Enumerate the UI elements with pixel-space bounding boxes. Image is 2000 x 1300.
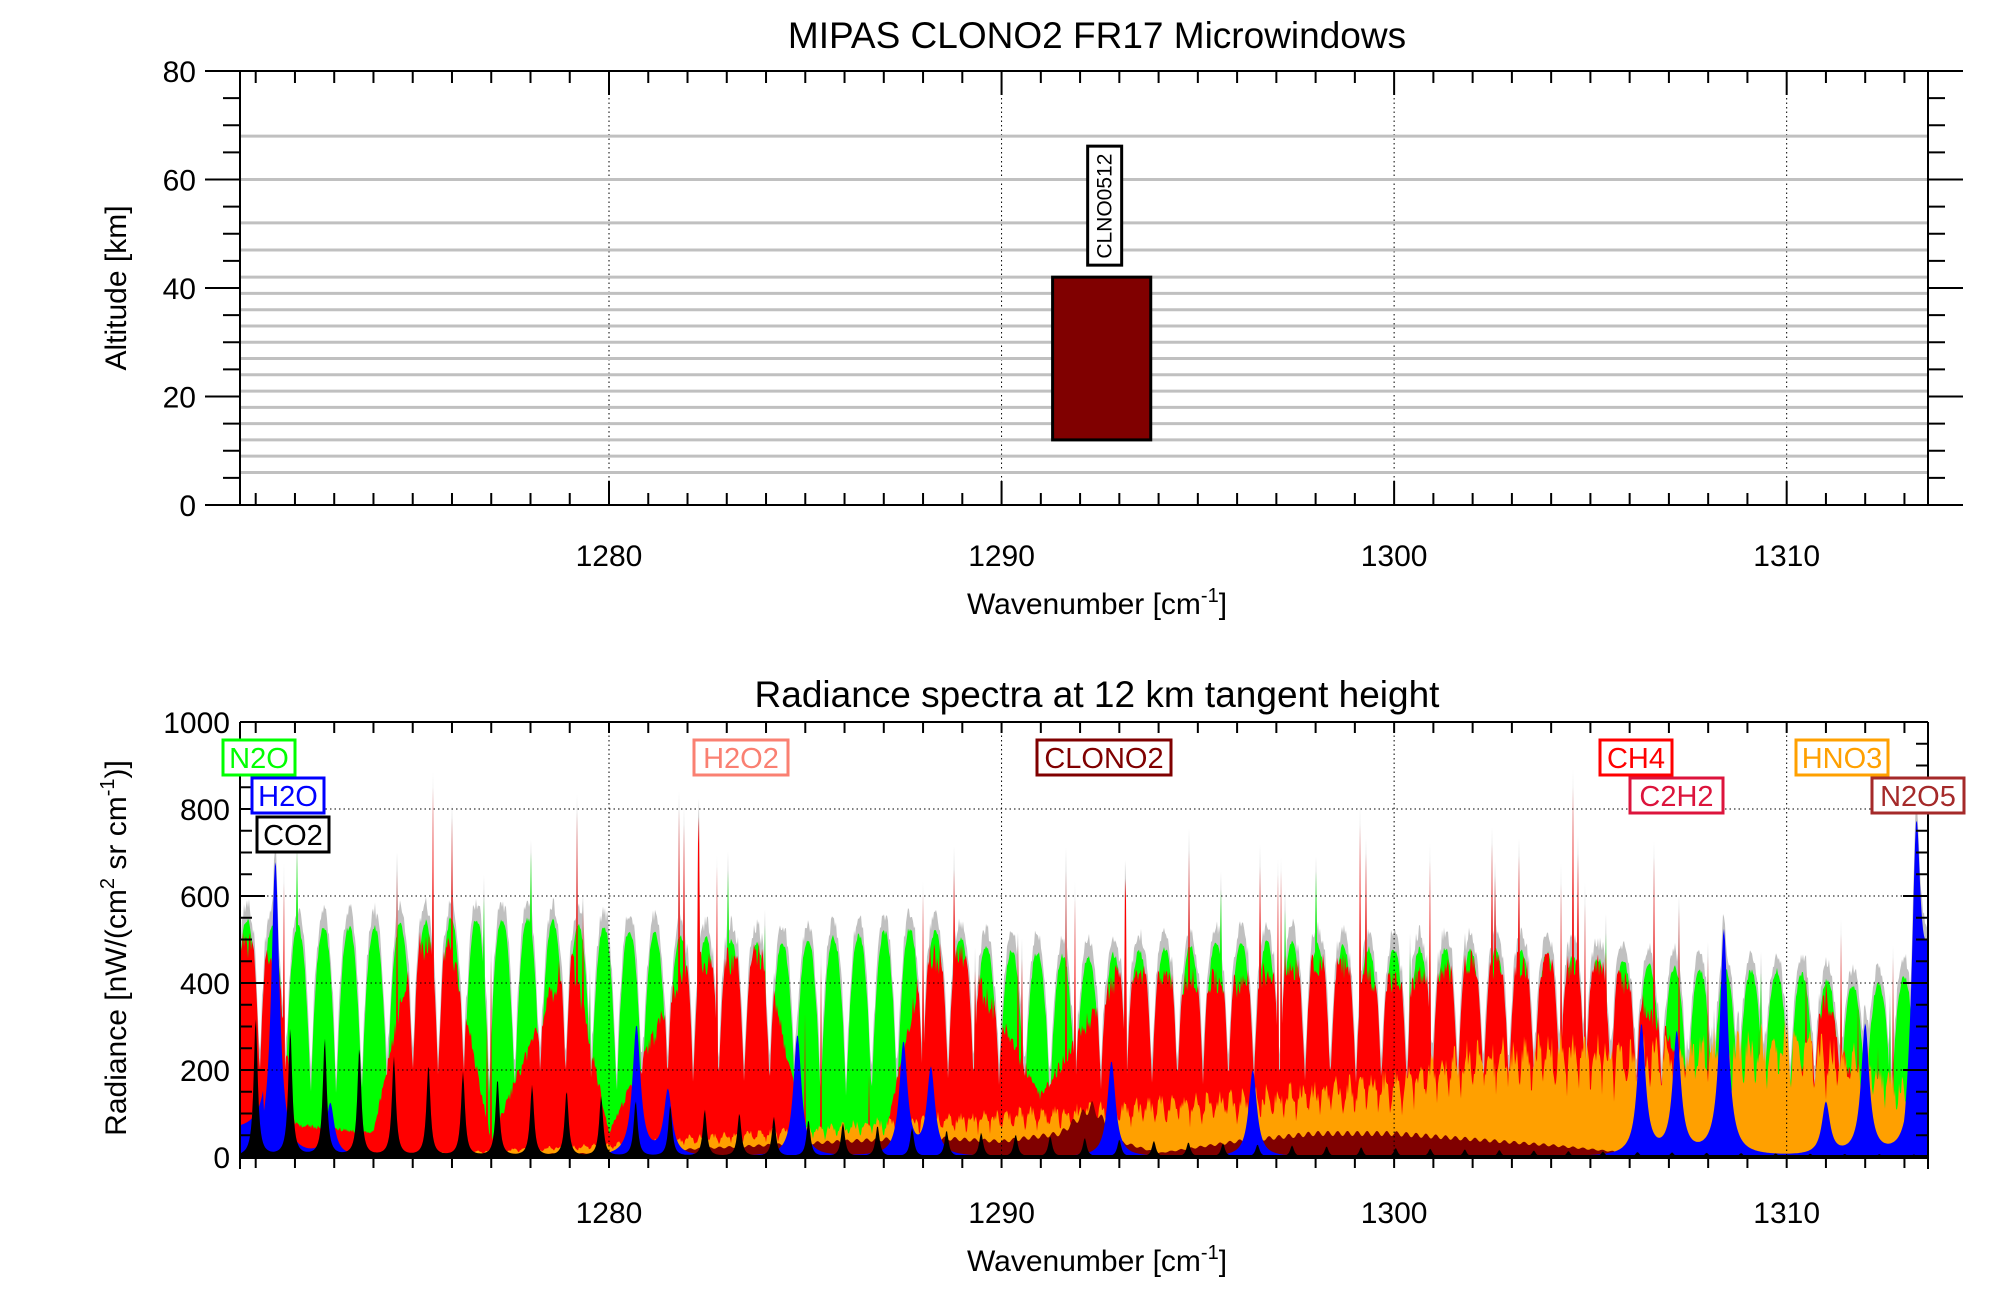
spectra-series [240,768,1928,1157]
species-label-text: CO2 [263,820,323,852]
series-clono2-area [240,1100,1928,1157]
species-label-ch4: CH4 [1598,738,1674,777]
x-tick-label: 1280 [576,1197,643,1230]
species-label-boxes: N2O H2O CO2 H2O2 CLONO2 CH4 C2H2 HNO3 N2O5 [221,738,1966,854]
y-tick-label: 0 [213,1142,230,1175]
x-tick-label: 1300 [1361,540,1428,573]
microwindows: CLNO0512 [1051,144,1153,442]
x-tick-label: 1310 [1753,540,1820,573]
x-axis-title: Wavenumber [cm-1] [967,1242,1227,1278]
species-label-box [1628,776,1725,815]
species-label-text: C2H2 [1639,781,1713,813]
species-label-box [1870,776,1966,815]
microwindow-label-text: CLNO0512 [1094,154,1117,259]
y-axis-title: Altitude [km] [100,205,133,370]
gridlines [240,722,1928,1157]
series-hno3-area [240,1019,1928,1157]
microwindow-bar [1051,275,1153,442]
species-label-text: H2O [258,781,318,813]
species-label-box [1035,738,1173,777]
spectra-panel: Radiance spectra at 12 km tangent height… [97,674,1966,1278]
y-tick-label: 600 [180,881,230,914]
y-tick-labels: 0 20 40 60 80 [163,56,196,523]
x-tick-label: 1290 [968,1197,1035,1230]
microwindow-label-box [1086,144,1124,267]
spectra-chart-title: Radiance spectra at 12 km tangent height [755,674,1441,715]
x-tick-labels: 1280 1290 1300 1310 [576,1197,1820,1230]
series-ch4-area [240,787,1928,1157]
species-label-text: H2O2 [703,743,779,775]
microwindow-label: CLNO0512 [1086,144,1124,267]
axes-frame [205,70,1963,506]
y-tick-label: 80 [163,56,196,89]
microwindow-chart-title: MIPAS CLONO2 FR17 Microwindows [788,15,1406,56]
y-tick-label: 800 [180,794,230,827]
species-label-text: HNO3 [1802,743,1883,775]
y-tick-label: 60 [163,165,196,198]
species-label-text: CLONO2 [1044,743,1163,775]
y-tick-label: 200 [180,1055,230,1088]
x-tick-label: 1280 [576,540,643,573]
microwindow-panel: MIPAS CLONO2 FR17 Microwindows CLNO0512 … [100,15,1963,621]
y-tick-label: 40 [163,273,196,306]
y-tick-labels: 0 200 400 600 800 1000 [163,707,230,1175]
x-tick-label: 1310 [1753,1197,1820,1230]
x-tick-labels: 1280 1290 1300 1310 [576,540,1820,573]
y-tick-label: 1000 [163,707,230,740]
species-label-box [692,738,790,777]
y-tick-label: 0 [179,490,196,523]
x-tick-label: 1290 [968,540,1035,573]
species-label-box [250,776,326,815]
species-label-text: CH4 [1607,743,1665,775]
species-label-text: N2O [229,743,289,775]
species-label-co2: CO2 [255,815,331,854]
species-label-text: N2O5 [1880,781,1956,813]
x-gridlines [608,71,1788,505]
species-label-box [1598,738,1674,777]
species-label-n2o5: N2O5 [1870,776,1966,815]
y-tick-label: 20 [163,382,196,415]
species-label-h2o2: H2O2 [692,738,790,777]
species-label-box [221,738,297,777]
species-label-h2o: H2O [250,776,326,815]
species-label-hno3: HNO3 [1794,738,1890,777]
x-axis-title: Wavenumber [cm-1] [967,585,1227,621]
y-tick-label: 400 [180,968,230,1001]
species-label-box [255,815,331,854]
y-axis-title: Radiance [nW/(cm2 sr cm-1)] [97,760,133,1136]
x-tick-label: 1300 [1361,1197,1428,1230]
species-label-clono2: CLONO2 [1035,738,1173,777]
species-label-box [1794,738,1890,777]
species-label-n2o: N2O [221,738,297,777]
species-label-c2h2: C2H2 [1628,776,1725,815]
